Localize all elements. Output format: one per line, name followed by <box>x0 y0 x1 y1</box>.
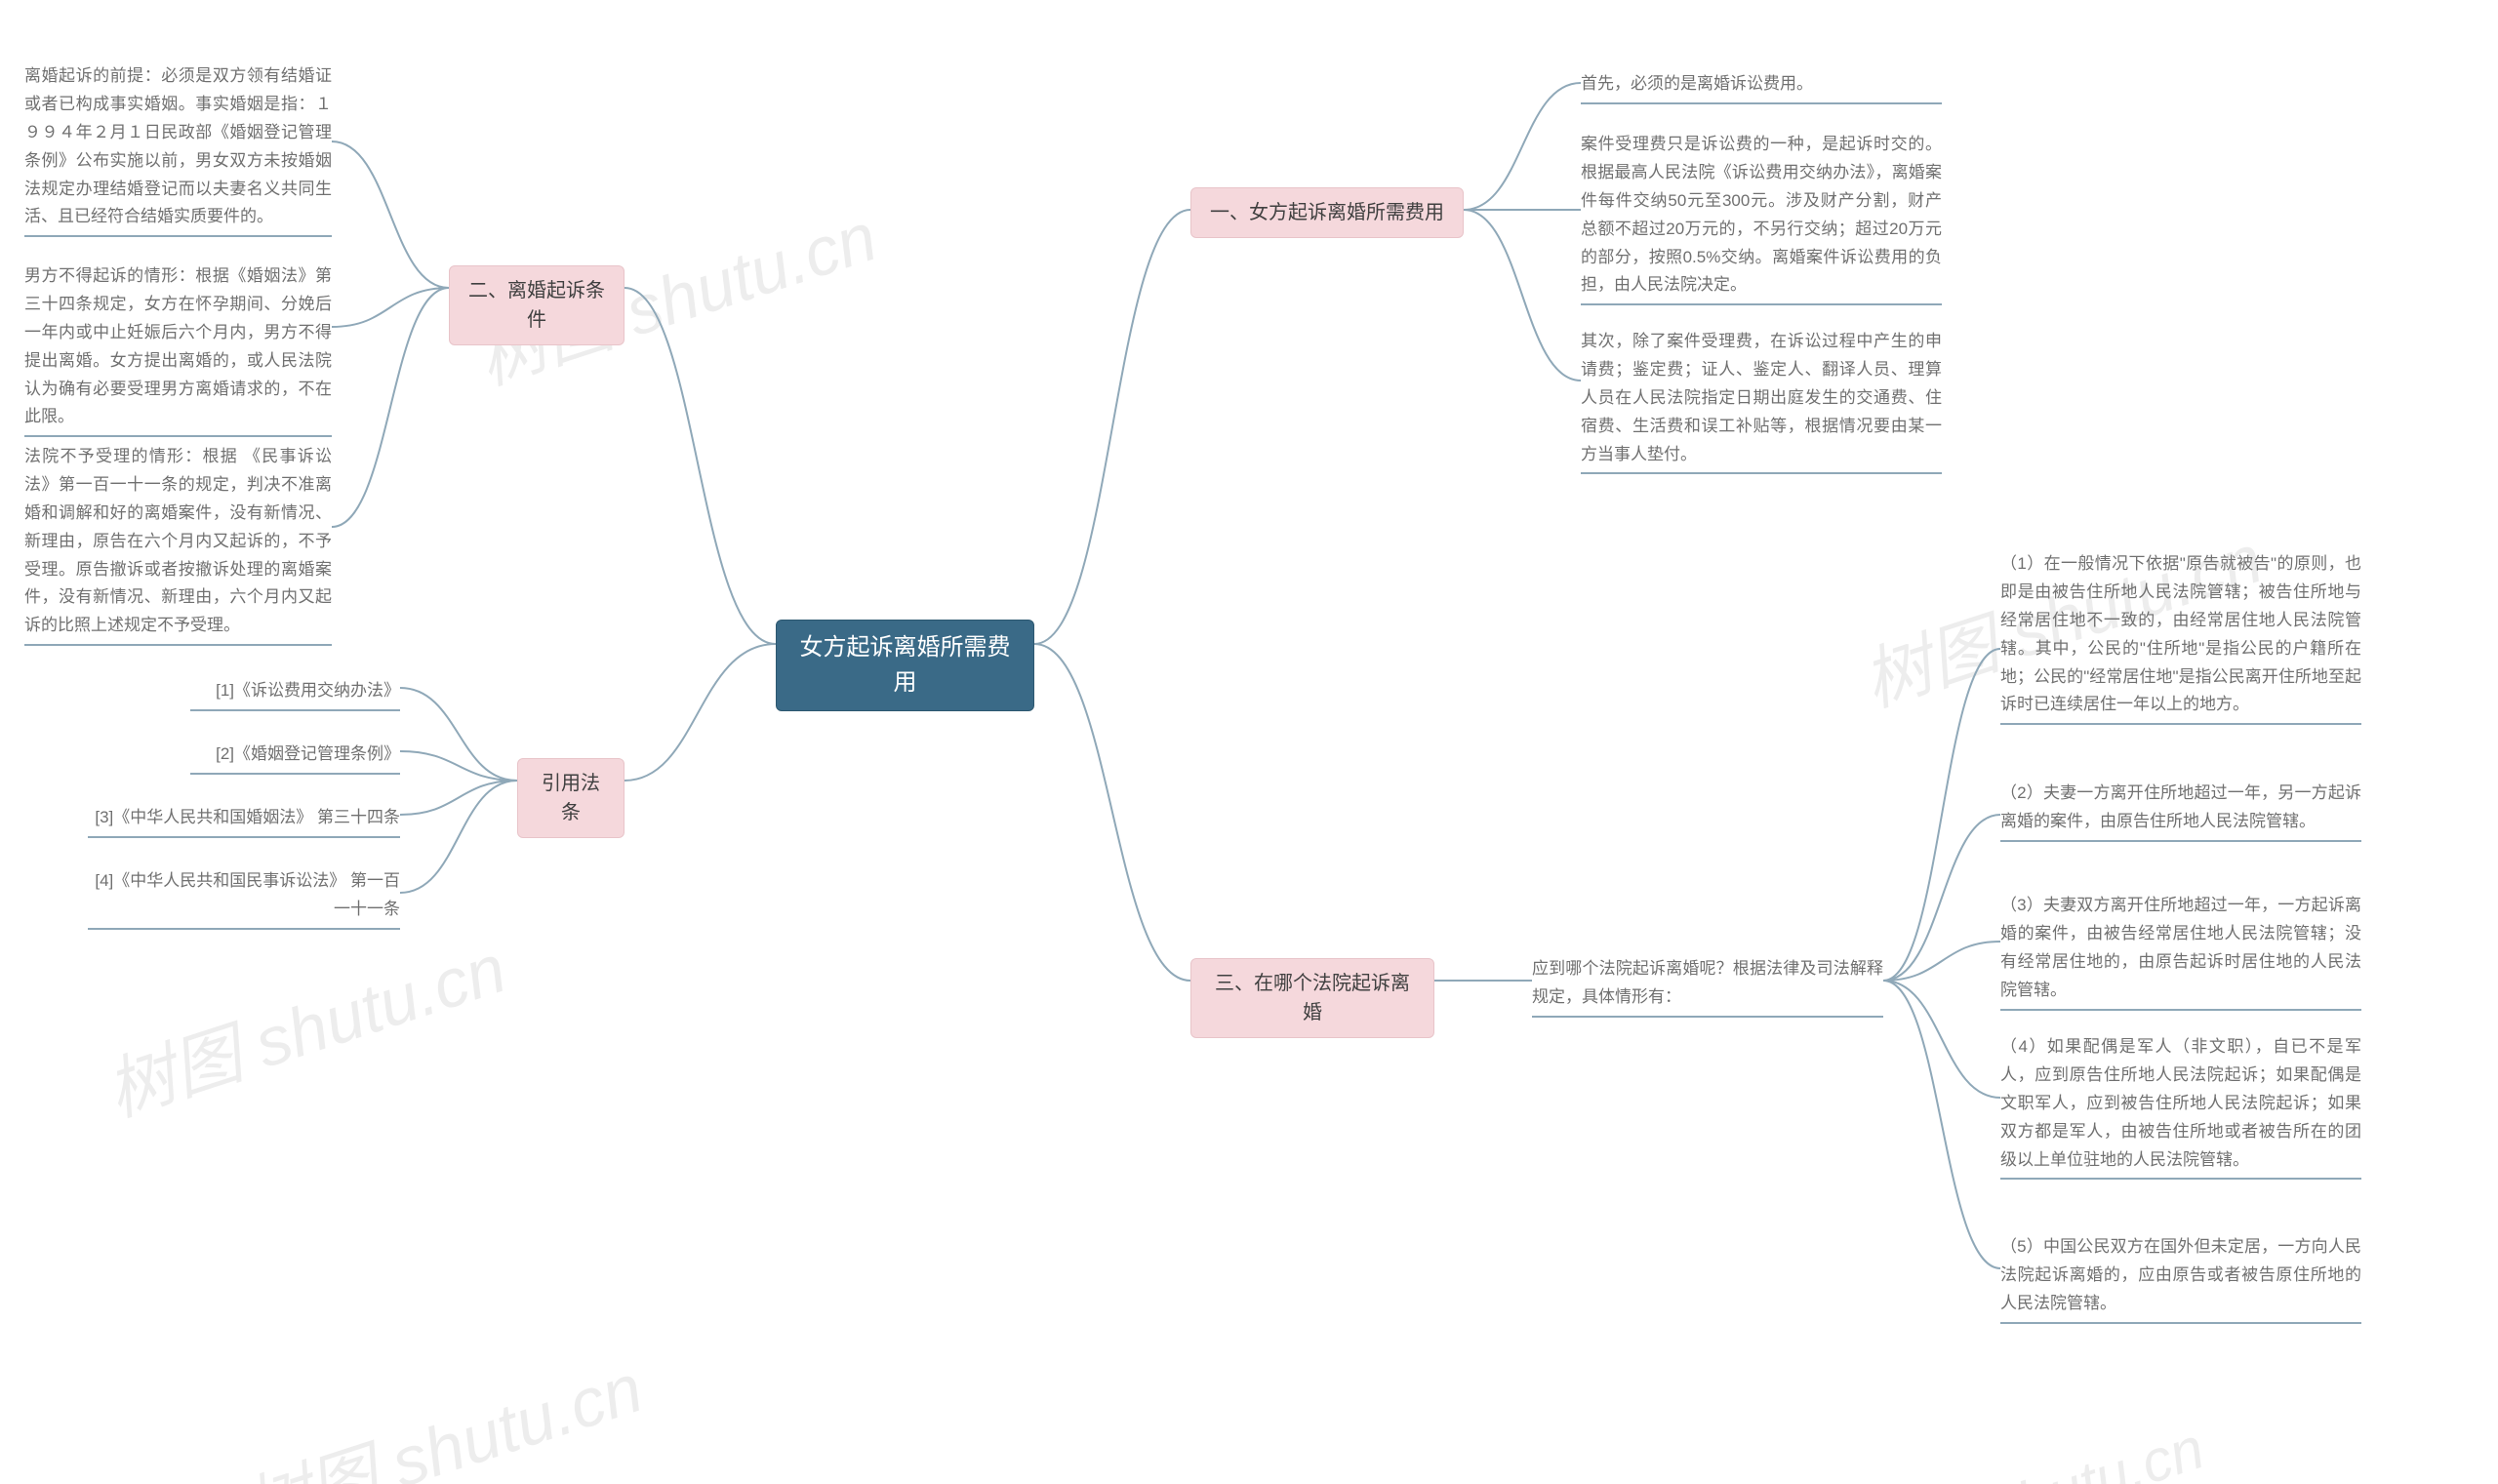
leaf-b1-c3: 其次，除了案件受理费，在诉讼过程中产生的申请费；鉴定费；证人、鉴定人、翻译人员、… <box>1581 324 1942 474</box>
leaf-b1-c2: 案件受理费只是诉讼费的一种，是起诉时交的。根据最高人民法院《诉讼费用交纳办法》，… <box>1581 127 1942 305</box>
branch-b2-label: 二、离婚起诉条件 <box>467 276 606 335</box>
leaf-b4-c4: [4]《中华人民共和国民事诉讼法》 第一百一十一条 <box>88 863 400 930</box>
leaf-b3-intro: 应到哪个法院起诉离婚呢？根据法律及司法解释规定，具体情形有： <box>1532 951 1883 1018</box>
leaf-b3-c1: （1）在一般情况下依据"原告就被告"的原则，也即是由被告住所地人民法院管辖；被告… <box>2000 546 2361 725</box>
mindmap-canvas: 树图 shutu.cn 树图 shutu.cn 树图 shutu.cn 树图 s… <box>0 0 2498 1484</box>
branch-b1-label: 一、女方起诉离婚所需费用 <box>1210 198 1444 227</box>
root-label: 女方起诉离婚所需费用 <box>794 630 1016 701</box>
leaf-b4-c3: [3]《中华人民共和国婚姻法》 第三十四条 <box>88 800 400 838</box>
leaf-b2-c1: 离婚起诉的前提：必须是双方领有结婚证或者已构成事实婚姻。事实婚姻是指：１９９４年… <box>24 59 332 237</box>
branch-b4: 引用法条 <box>517 758 624 838</box>
leaf-b4-c1: [1]《诉讼费用交纳办法》 <box>190 673 400 711</box>
branch-b3: 三、在哪个法院起诉离婚 <box>1190 958 1434 1038</box>
branch-b4-label: 引用法条 <box>536 769 606 827</box>
leaf-b3-c5: （5）中国公民双方在国外但未定居，一方向人民法院起诉离婚的，应由原告或者被告原住… <box>2000 1229 2361 1324</box>
leaf-b3-c2: （2）夫妻一方离开住所地超过一年，另一方起诉离婚的案件，由原告住所地人民法院管辖… <box>2000 776 2361 842</box>
leaf-b3-c3: （3）夫妻双方离开住所地超过一年，一方起诉离婚的案件，由被告经常居住地人民法院管… <box>2000 888 2361 1011</box>
leaf-b2-c2: 男方不得起诉的情形：根据《婚姻法》第三十四条规定，女方在怀孕期间、分娩后一年内或… <box>24 259 332 437</box>
leaf-b1-c1: 首先，必须的是离婚诉讼费用。 <box>1581 66 1942 104</box>
branch-b3-label: 三、在哪个法院起诉离婚 <box>1209 969 1416 1027</box>
branch-b2: 二、离婚起诉条件 <box>449 265 624 345</box>
leaf-b3-c4: （4）如果配偶是军人（非文职），自已不是军人，应到原告住所地人民法院起诉；如果配… <box>2000 1029 2361 1180</box>
leaf-b2-c3: 法院不予受理的情形：根据 《民事诉讼法》第一百一十一条的规定，判决不准离婚和调解… <box>24 439 332 646</box>
leaf-b4-c2: [2]《婚姻登记管理条例》 <box>190 737 400 775</box>
branch-b1: 一、女方起诉离婚所需费用 <box>1190 187 1464 238</box>
root-node: 女方起诉离婚所需费用 <box>776 620 1034 711</box>
